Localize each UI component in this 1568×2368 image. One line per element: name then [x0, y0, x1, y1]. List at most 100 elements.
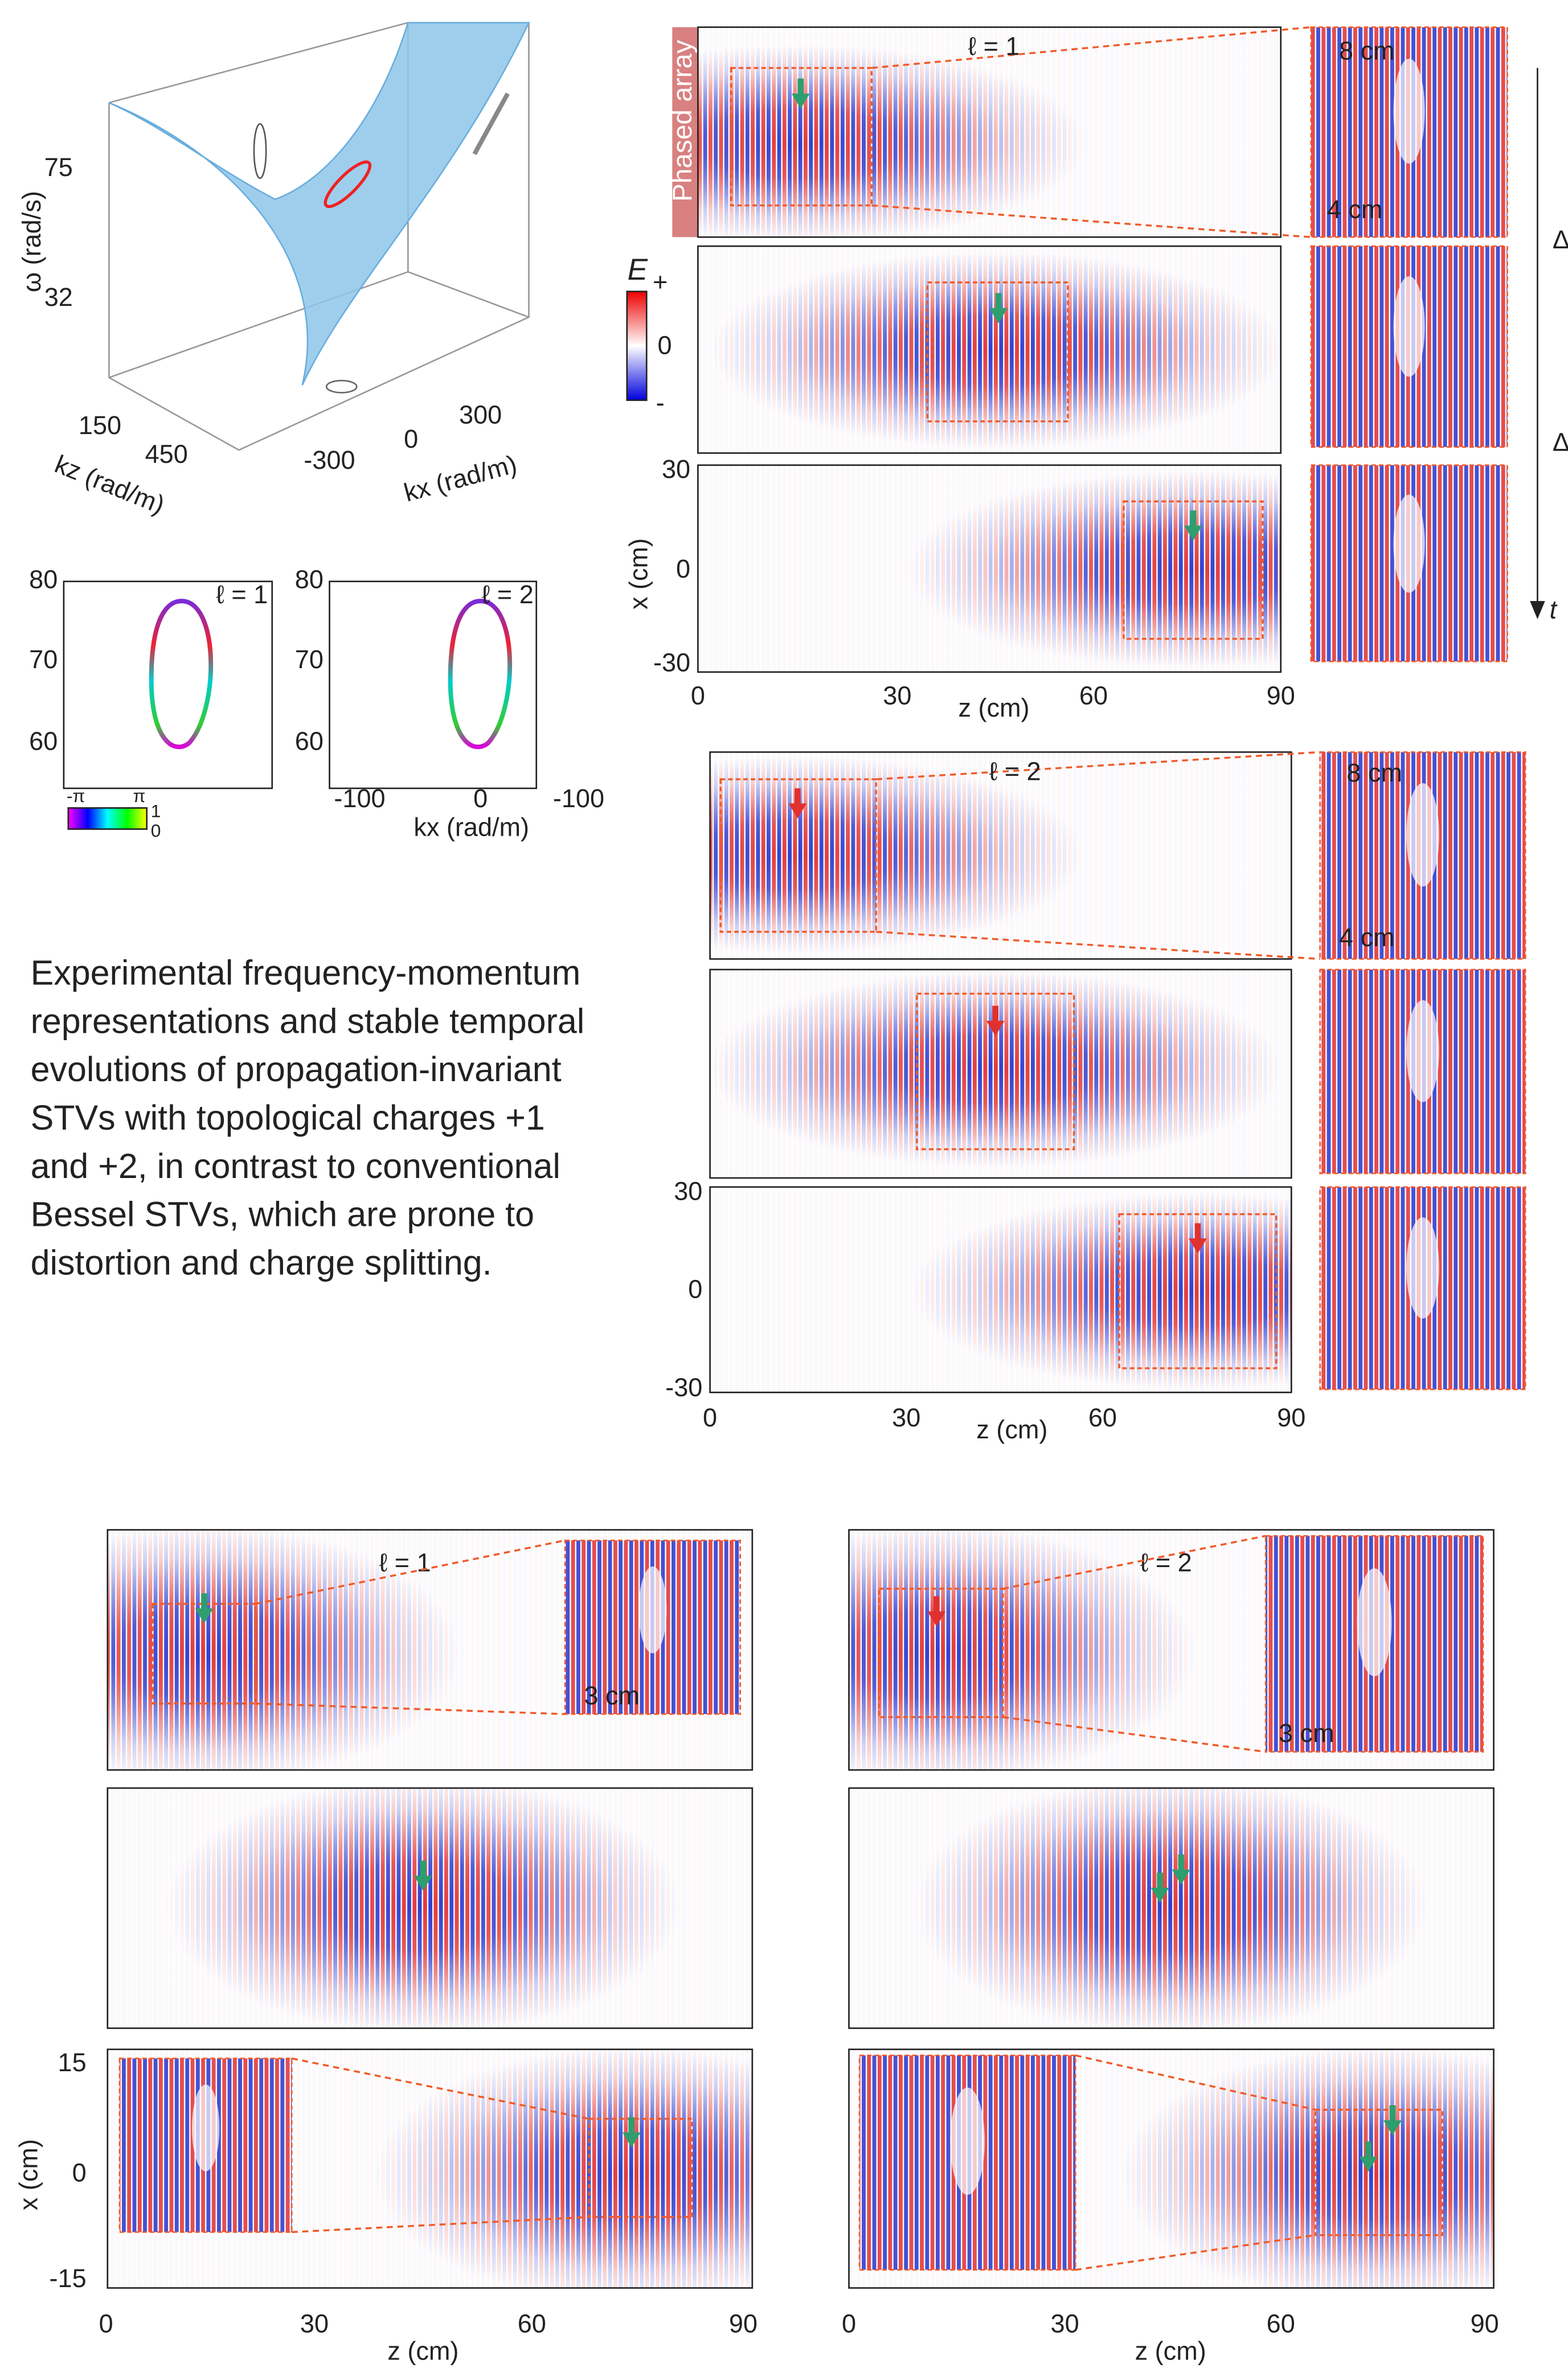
spectrum-frame	[329, 580, 538, 790]
zoom-line	[1002, 1535, 1266, 1590]
axis-label: kx (rad/m)	[401, 449, 520, 508]
inset-core	[191, 2084, 220, 2171]
panel-frame	[107, 1787, 754, 2029]
zoom-line	[876, 931, 1320, 960]
tick-label: 90	[1277, 1403, 1305, 1432]
tick-label: 30	[883, 681, 911, 710]
inset-core	[1406, 1217, 1439, 1319]
tick-label: 70	[29, 645, 58, 674]
colorbar-label: -	[656, 388, 665, 417]
panel-frame	[107, 2048, 754, 2289]
scale-label: 8 cm	[1339, 36, 1395, 66]
time-arrow	[1530, 601, 1545, 619]
field-fade	[710, 970, 1292, 1178]
zoom-line	[1075, 2234, 1316, 2271]
surface	[108, 22, 530, 386]
inset-frame	[1310, 26, 1508, 238]
panel-frame	[107, 1529, 754, 1771]
field-colorbar	[626, 291, 648, 401]
axis-label: z (cm)	[1135, 2336, 1206, 2365]
tick-label: 60	[29, 726, 58, 755]
arrow	[986, 1005, 1005, 1036]
colorbar-label: π	[133, 786, 145, 806]
inset-frame	[858, 2054, 1076, 2271]
caption-line: representations and stable temporal	[31, 1001, 585, 1040]
arrow	[927, 1596, 946, 1627]
tick-label: 0	[842, 2309, 856, 2338]
panel-frame	[697, 245, 1282, 454]
inset-frame	[118, 2058, 293, 2233]
tick-label: -100	[334, 784, 385, 813]
tick-label: -30	[653, 648, 690, 677]
field-fade	[698, 246, 1281, 453]
colorbar-label: 0	[658, 331, 672, 360]
tick-label: 70	[295, 645, 324, 674]
axis-label: ω (rad/s)	[17, 191, 46, 292]
caption-line: evolutions of propagation-invariant	[31, 1050, 562, 1089]
roi-box	[878, 1588, 1004, 1719]
roi-box	[1118, 1213, 1278, 1369]
roi-box	[1314, 2108, 1444, 2236]
caption-line: Experimental frequency-momentum	[31, 954, 581, 992]
inset-core	[1406, 1000, 1439, 1102]
zoom-line	[292, 2216, 589, 2234]
roi-box	[152, 1602, 257, 1705]
tick-label: 80	[295, 565, 324, 594]
tick-label: 60	[518, 2309, 546, 2338]
tick-label: -100	[553, 784, 604, 813]
scale-label: 3 cm	[1279, 1719, 1334, 1748]
interval-label: Δt	[1553, 427, 1568, 456]
tick-label: 0	[676, 554, 690, 583]
projection	[472, 92, 510, 156]
surface-plot	[108, 22, 530, 451]
panel-frame	[848, 1529, 1495, 1771]
spectrum-loop	[448, 599, 513, 750]
spectrum-loop	[149, 599, 214, 750]
tick-label: 90	[729, 2309, 758, 2338]
axis-label: x (cm)	[624, 538, 653, 610]
projection	[325, 379, 358, 394]
tick-label: 0	[72, 2158, 87, 2187]
scale-label: 4 cm	[1327, 195, 1383, 224]
colorbar-label: -π	[67, 786, 85, 806]
tick-label: 0	[473, 784, 488, 813]
colorbar-label: 1	[151, 801, 161, 821]
tick-label: 450	[145, 440, 188, 469]
tick-label: 60	[1079, 681, 1108, 710]
tick-label: -15	[50, 2264, 87, 2293]
box-floor	[407, 271, 529, 318]
tick-label: -300	[304, 445, 355, 475]
tick-label: 0	[99, 2309, 113, 2338]
tick-label: 90	[1267, 681, 1295, 710]
field-fade	[710, 752, 1292, 959]
panel-frame	[848, 1787, 1495, 2029]
panel-frame	[697, 26, 1282, 238]
inset-frame	[1319, 968, 1526, 1175]
caption-line: STVs with topological charges +1	[31, 1098, 545, 1137]
tick-label: 150	[79, 411, 121, 440]
inset-frame	[1264, 1535, 1484, 1753]
tick-label: 60	[1267, 2309, 1295, 2338]
tick-label: 30	[892, 1403, 920, 1432]
arrow	[788, 788, 807, 819]
roi-box	[719, 778, 877, 933]
roi-box	[1123, 500, 1264, 640]
tick-label: 60	[295, 726, 324, 755]
inset-frame	[1310, 464, 1508, 662]
arrow	[1383, 2105, 1402, 2136]
scale-label: 4 cm	[1339, 923, 1395, 952]
tick-label: 0	[404, 424, 418, 453]
tick-label: 300	[459, 400, 502, 430]
interval-label: Δt	[1553, 225, 1568, 254]
field-fade	[698, 27, 1281, 238]
inset-core	[1406, 783, 1439, 887]
inset-frame	[1310, 245, 1508, 448]
field-fade	[710, 1187, 1292, 1393]
zoom-line	[876, 751, 1320, 780]
caption-line: distortion and charge splitting.	[31, 1244, 492, 1282]
inset-core	[638, 1566, 667, 1654]
panel-frame	[697, 464, 1282, 673]
colorbar-label: +	[653, 267, 668, 296]
roi-box	[588, 2117, 693, 2218]
